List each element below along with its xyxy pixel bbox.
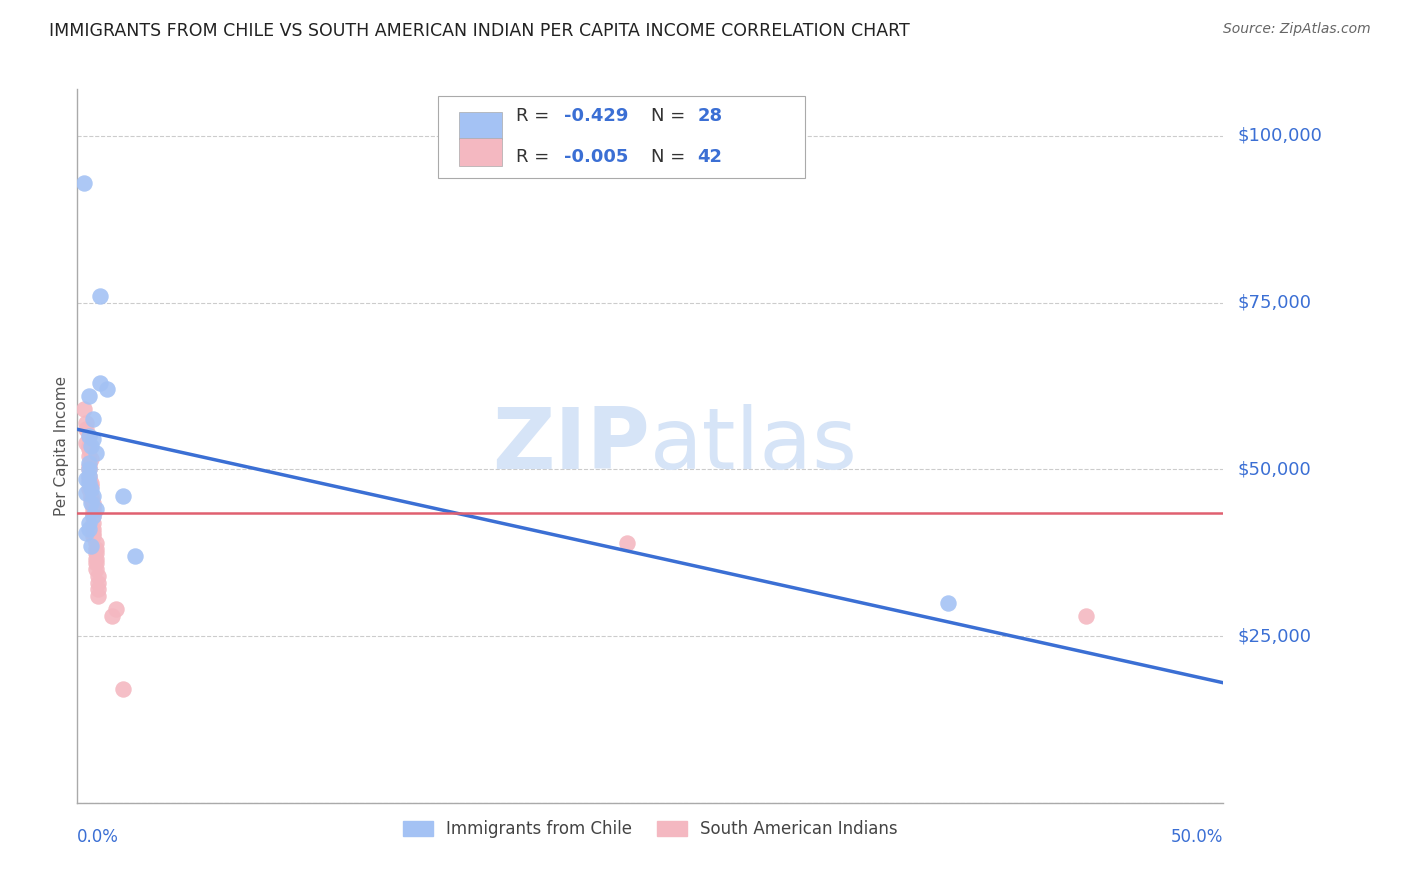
FancyBboxPatch shape bbox=[458, 138, 502, 166]
Y-axis label: Per Capita Income: Per Capita Income bbox=[53, 376, 69, 516]
Point bbox=[77, 472, 100, 486]
Point bbox=[76, 472, 98, 486]
Point bbox=[80, 452, 103, 467]
Point bbox=[82, 502, 104, 516]
Point bbox=[87, 589, 110, 603]
Point bbox=[82, 496, 104, 510]
Text: ZIP: ZIP bbox=[492, 404, 651, 488]
Text: IMMIGRANTS FROM CHILE VS SOUTH AMERICAN INDIAN PER CAPITA INCOME CORRELATION CHA: IMMIGRANTS FROM CHILE VS SOUTH AMERICAN … bbox=[49, 22, 910, 40]
Point bbox=[76, 485, 98, 500]
Point bbox=[87, 582, 110, 597]
Point bbox=[80, 489, 103, 503]
Point bbox=[76, 416, 98, 430]
Point bbox=[76, 422, 98, 436]
Point bbox=[77, 462, 100, 476]
Point bbox=[89, 376, 111, 390]
Text: R =: R = bbox=[516, 107, 555, 125]
Text: -0.005: -0.005 bbox=[564, 148, 628, 166]
Point bbox=[1074, 609, 1097, 624]
Point bbox=[77, 469, 100, 483]
Text: $100,000: $100,000 bbox=[1237, 127, 1322, 145]
Point bbox=[77, 449, 100, 463]
Text: N =: N = bbox=[651, 107, 692, 125]
Point bbox=[77, 456, 100, 470]
Point bbox=[84, 445, 107, 459]
Point bbox=[82, 499, 104, 513]
Point bbox=[936, 596, 959, 610]
Point bbox=[77, 483, 100, 497]
Text: 28: 28 bbox=[697, 107, 723, 125]
Point bbox=[80, 496, 103, 510]
Point bbox=[76, 525, 98, 540]
Point bbox=[82, 506, 104, 520]
Point bbox=[112, 682, 135, 697]
Point bbox=[77, 522, 100, 536]
Point bbox=[80, 483, 103, 497]
Point bbox=[84, 562, 107, 576]
Text: $50,000: $50,000 bbox=[1237, 460, 1310, 478]
Point bbox=[80, 539, 103, 553]
Point bbox=[616, 535, 638, 549]
Point bbox=[84, 535, 107, 549]
Text: N =: N = bbox=[651, 148, 692, 166]
Point bbox=[77, 442, 100, 457]
Point bbox=[82, 489, 104, 503]
Point bbox=[80, 492, 103, 507]
Point bbox=[105, 602, 128, 616]
Point bbox=[82, 522, 104, 536]
Point bbox=[82, 509, 104, 524]
Point bbox=[82, 412, 104, 426]
Point bbox=[82, 525, 104, 540]
Point bbox=[82, 509, 104, 524]
Point bbox=[84, 502, 107, 516]
FancyBboxPatch shape bbox=[458, 112, 502, 139]
Point bbox=[77, 469, 100, 483]
Text: $25,000: $25,000 bbox=[1237, 627, 1312, 645]
Point bbox=[80, 479, 103, 493]
Point bbox=[82, 433, 104, 447]
Point bbox=[76, 435, 98, 450]
Point bbox=[73, 176, 96, 190]
Point bbox=[77, 462, 100, 476]
Point bbox=[77, 516, 100, 530]
Point bbox=[89, 289, 111, 303]
Point bbox=[112, 489, 135, 503]
Legend: Immigrants from Chile, South American Indians: Immigrants from Chile, South American In… bbox=[396, 814, 904, 845]
Point bbox=[77, 389, 100, 403]
Point bbox=[80, 475, 103, 490]
Point bbox=[84, 546, 107, 560]
Point bbox=[84, 542, 107, 557]
Text: -0.429: -0.429 bbox=[564, 107, 628, 125]
FancyBboxPatch shape bbox=[439, 96, 806, 178]
Point bbox=[84, 552, 107, 566]
Text: R =: R = bbox=[516, 148, 555, 166]
Point bbox=[77, 458, 100, 473]
Point bbox=[84, 556, 107, 570]
Point bbox=[77, 429, 100, 443]
Point bbox=[124, 549, 146, 563]
Text: 42: 42 bbox=[697, 148, 723, 166]
Point bbox=[73, 402, 96, 417]
Text: atlas: atlas bbox=[651, 404, 858, 488]
Point bbox=[77, 429, 100, 443]
Text: 0.0%: 0.0% bbox=[77, 828, 120, 846]
Point bbox=[77, 475, 100, 490]
Point bbox=[96, 382, 118, 396]
Text: Source: ZipAtlas.com: Source: ZipAtlas.com bbox=[1223, 22, 1371, 37]
Point bbox=[87, 569, 110, 583]
Point bbox=[100, 609, 122, 624]
Point bbox=[87, 575, 110, 590]
Text: 50.0%: 50.0% bbox=[1171, 828, 1223, 846]
Text: $75,000: $75,000 bbox=[1237, 293, 1312, 311]
Point bbox=[82, 529, 104, 543]
Point bbox=[82, 516, 104, 530]
Point bbox=[80, 439, 103, 453]
Point bbox=[77, 439, 100, 453]
